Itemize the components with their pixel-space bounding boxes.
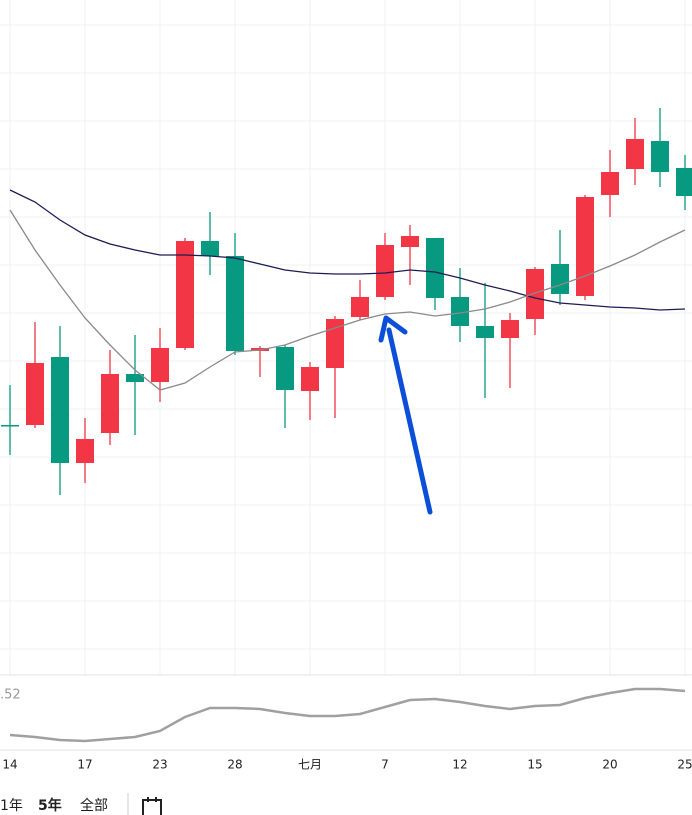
candle-body [676,168,692,196]
x-tick-label: 25 [677,758,692,772]
annotation-arrow [378,315,433,515]
x-tick-label: 12 [452,758,467,772]
x-tick-label: 七月 [298,758,322,772]
candle-body [501,320,519,338]
candle-body [376,245,394,297]
x-tick-label: 20 [602,758,617,772]
candle-body [201,241,219,256]
line-series [9,209,686,391]
x-tick-label: 15 [527,758,542,772]
candle-body [351,297,369,317]
candle-body [626,139,644,169]
x-tick-label: 7 [381,758,389,772]
candle-body [601,172,619,195]
x-tick-label: 28 [227,758,242,772]
candle-body [476,326,494,338]
candle-body [426,238,444,298]
candle-body [576,197,594,296]
candle-body [101,374,119,433]
candle-body [226,256,244,351]
candle-body [301,367,319,391]
candle-body [176,241,194,348]
candle-body [526,269,544,319]
x-tick-label: 17 [77,758,92,772]
candle-body [26,363,44,425]
candle-body [401,236,419,247]
candle-body [76,439,94,463]
x-tick-label: 14 [2,758,17,772]
range-button[interactable]: 全部 [80,797,108,814]
plot [1,108,692,743]
candle-body [551,264,569,294]
range-button[interactable]: 1年 [0,798,23,814]
candle-body [451,297,469,326]
candle-body [276,347,294,390]
indicator-label: .52 [0,688,21,703]
candle-body [651,141,669,172]
candle-body [51,357,69,463]
x-tick-label: 23 [152,758,167,772]
range-button[interactable]: 5年 [38,797,62,814]
calendar-icon[interactable] [142,797,162,815]
line-series [9,687,686,743]
candle-body [326,319,344,368]
candle-body [126,374,144,382]
candle-body [151,348,169,382]
line-series [9,189,686,311]
candle-body [1,425,19,427]
